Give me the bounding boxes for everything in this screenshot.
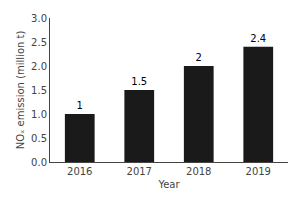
svg-text:2017: 2017 [127,166,152,177]
svg-text:Year: Year [157,179,180,190]
svg-text:3.0: 3.0 [31,13,47,24]
svg-text:2016: 2016 [67,166,92,177]
svg-text:0.0: 0.0 [31,157,47,168]
svg-text:2.0: 2.0 [31,61,47,72]
svg-text:2019: 2019 [246,166,271,177]
svg-text:1.0: 1.0 [31,109,47,120]
svg-text:1: 1 [77,100,83,111]
svg-text:0.5: 0.5 [31,133,47,144]
svg-text:2018: 2018 [186,166,211,177]
svg-text:1.5: 1.5 [131,76,147,87]
svg-text:2: 2 [196,52,202,63]
svg-text:2.4: 2.4 [250,33,266,44]
svg-text:2.5: 2.5 [31,37,47,48]
svg-text:NOₓ emission (million t): NOₓ emission (million t) [15,31,26,150]
svg-text:1.5: 1.5 [31,85,47,96]
